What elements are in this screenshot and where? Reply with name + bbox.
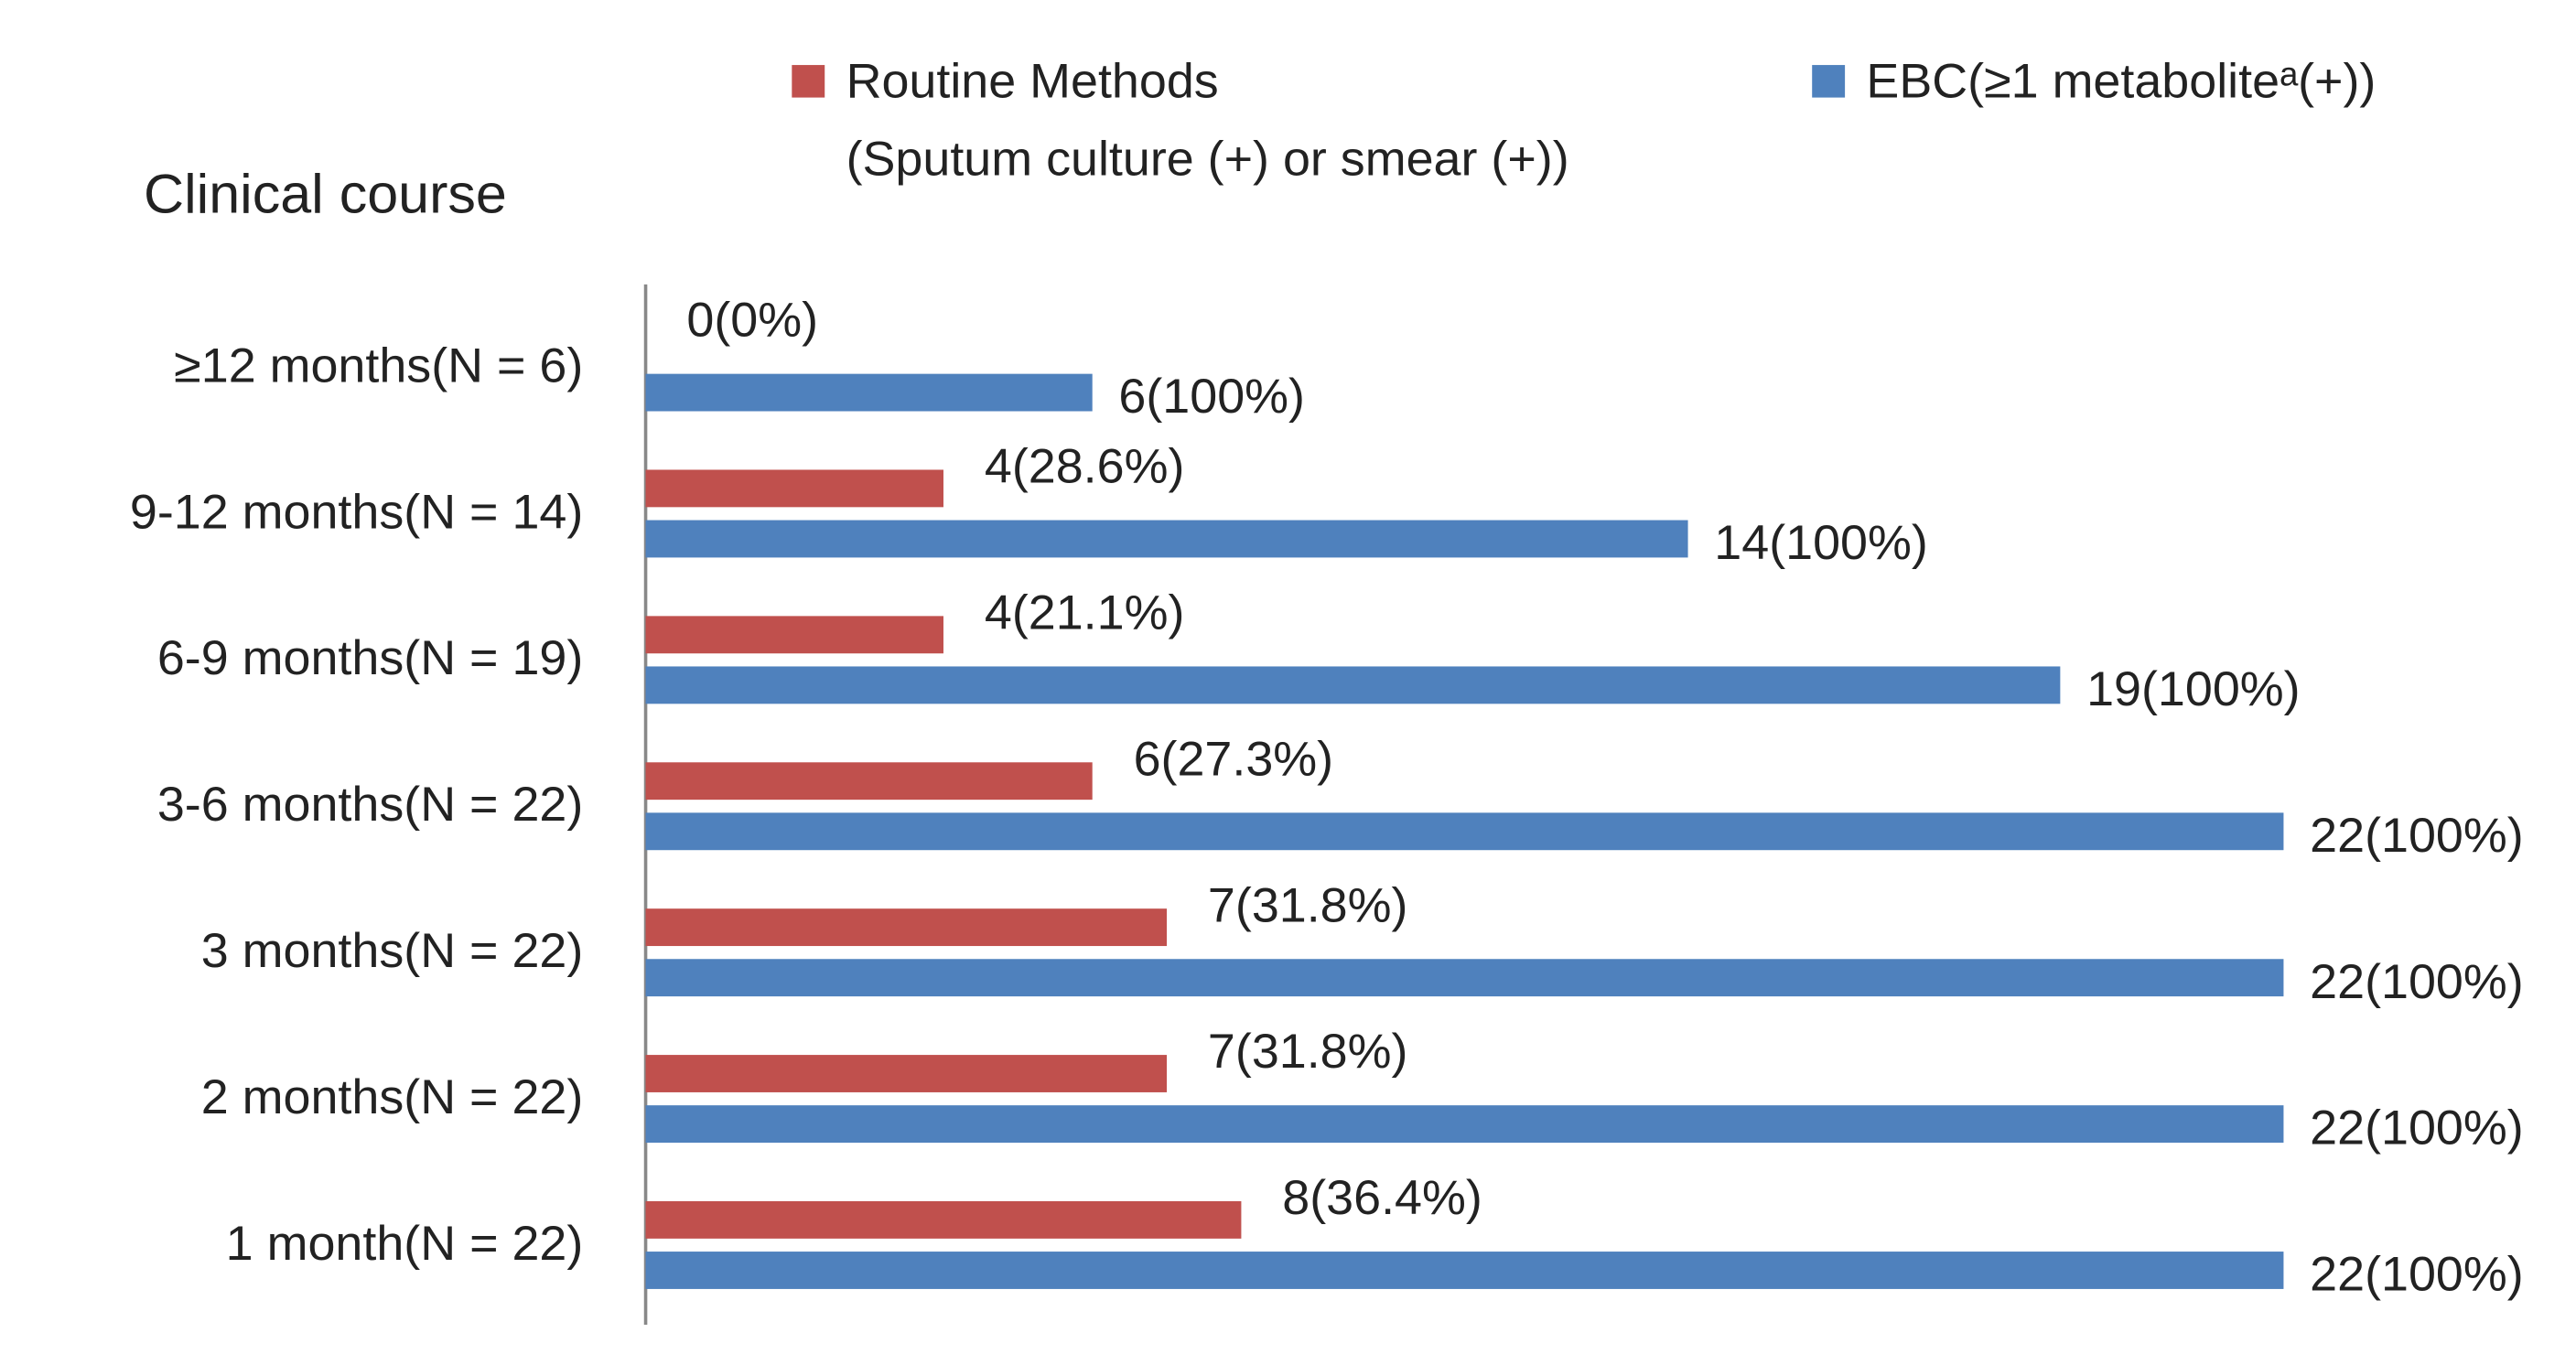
bar <box>645 666 2061 704</box>
bar <box>645 812 2284 851</box>
value-label: 7(31.8%) <box>1208 878 1408 933</box>
value-label: 22(100%) <box>2310 954 2524 1009</box>
value-label: 0(0%) <box>686 293 818 348</box>
bar <box>645 520 1688 558</box>
value-label: 22(100%) <box>2310 1247 2524 1302</box>
bar <box>645 1105 2284 1144</box>
legend-label: Routine Methods (Sputum culture (+) or sm… <box>846 54 1569 187</box>
bar <box>645 469 943 508</box>
bar <box>645 373 1093 412</box>
bar <box>645 959 2284 997</box>
legend-label: EBC(≥1 metaboliteᵃ(+)) <box>1866 54 2376 109</box>
y-tick-label: ≥12 months(N = 6) <box>174 338 583 393</box>
value-label: 4(28.6%) <box>985 439 1185 494</box>
value-label: 6(27.3%) <box>1134 732 1334 787</box>
bar <box>645 908 1168 947</box>
y-tick-label: 3-6 months(N = 22) <box>157 777 583 832</box>
y-tick-label: 2 months(N = 22) <box>201 1069 584 1124</box>
bar <box>645 762 1093 801</box>
y-tick-label: 3 months(N = 22) <box>201 923 584 978</box>
bar <box>645 1200 1242 1239</box>
value-label: 22(100%) <box>2310 1101 2524 1155</box>
bar <box>645 616 943 654</box>
value-label: 7(31.8%) <box>1208 1024 1408 1079</box>
bar <box>645 1055 1168 1092</box>
y-tick-label: 6-9 months(N = 19) <box>157 630 583 685</box>
legend-swatch <box>792 65 825 98</box>
bar <box>645 1252 2284 1289</box>
legend-swatch <box>1812 65 1846 98</box>
y-tick-label: 1 month(N = 22) <box>226 1216 584 1271</box>
value-label: 6(100%) <box>1118 369 1305 424</box>
value-label: 22(100%) <box>2310 808 2524 863</box>
value-label: 4(21.1%) <box>985 586 1185 640</box>
value-label: 14(100%) <box>1714 515 1928 570</box>
value-label: 8(36.4%) <box>1282 1170 1482 1225</box>
value-label: 19(100%) <box>2086 661 2301 716</box>
axis-title: Clinical course <box>144 163 507 225</box>
y-tick-label: 9-12 months(N = 14) <box>130 485 583 540</box>
